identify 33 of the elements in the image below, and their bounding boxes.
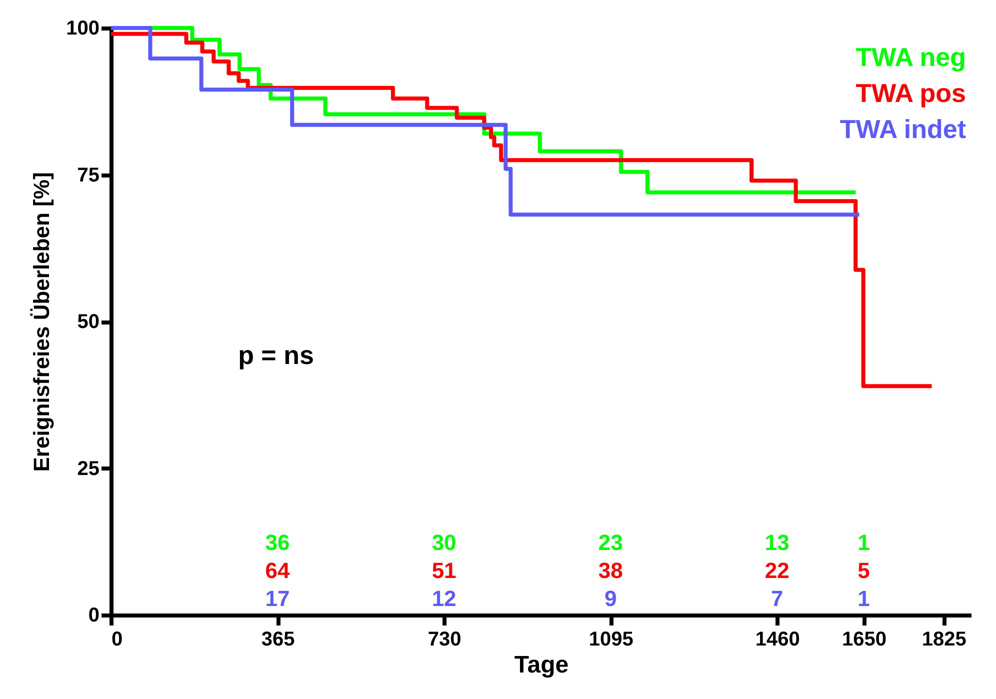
annotation: 30 [432,530,456,555]
annotation: 64 [265,558,291,583]
annotation: p = ns [238,340,314,370]
text: TWA indet [840,114,966,144]
y-tick-label: 0 [88,604,100,626]
y-tick-label: 25 [77,458,100,480]
annotation: 17 [265,586,290,611]
y-tick-label: 75 [77,164,100,186]
x-tick-label: 0 [112,628,123,650]
y-axis-title: Ereignisfreies Überleben [%] [29,172,54,472]
x-tick-label: 1650 [842,628,887,650]
x-tick-label: 730 [428,628,462,650]
annotation: 23 [598,530,623,555]
annotation: 9 [604,586,617,611]
annotation: 1 [858,530,870,555]
y-tick-label: 50 [77,311,100,333]
text: TWA pos [856,78,966,108]
annotation: 51 [432,558,456,583]
annotation: 38 [598,558,623,583]
x-tick-label: 365 [261,628,295,650]
text: TWA neg [856,42,966,72]
annotation: 22 [764,558,790,583]
annotation: 1 [858,586,870,611]
annotation: 13 [764,530,790,555]
x-tick-label: 1095 [588,628,634,650]
x-tick-label: 1460 [755,628,800,650]
annotation: 12 [432,586,456,611]
x-tick-label: 1825 [922,628,966,650]
x-axis-title: Tage [514,652,569,678]
y-tick-label: 100 [66,18,100,40]
annotation: 7 [770,586,784,611]
annotation: 5 [858,558,870,583]
annotation: 36 [265,530,290,555]
